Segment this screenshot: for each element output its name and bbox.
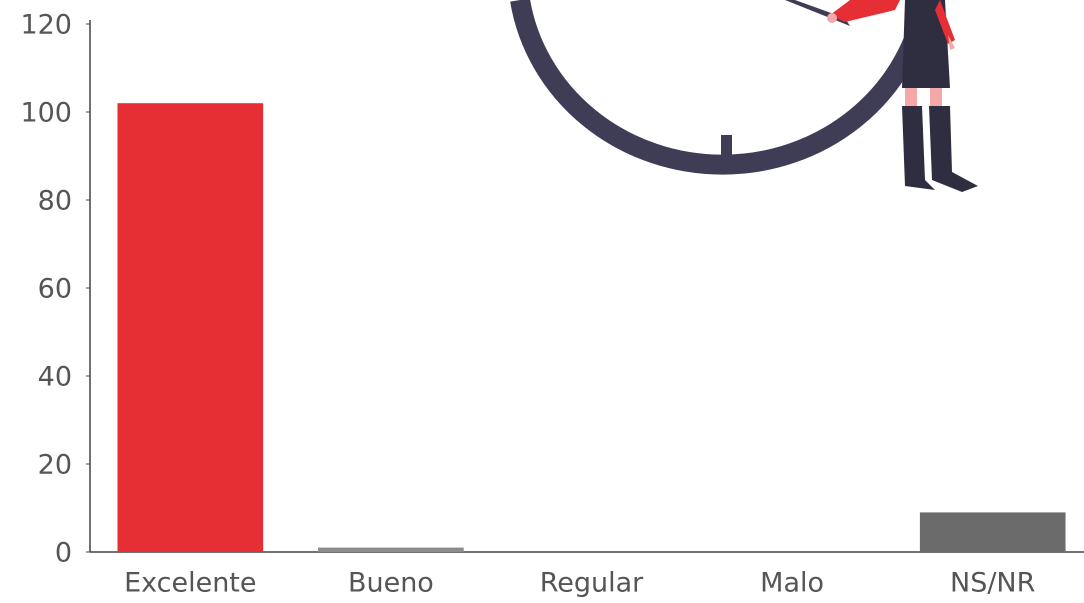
illustration <box>510 0 978 192</box>
x-tick-label: Malo <box>760 568 824 599</box>
x-tick-label: Bueno <box>348 568 434 599</box>
bar <box>117 103 264 552</box>
y-tick-label: 0 <box>55 538 72 569</box>
bar <box>919 512 1066 552</box>
y-tick-label: 80 <box>38 186 72 217</box>
x-tick-label: NS/NR <box>950 568 1035 599</box>
y-tick-label: 120 <box>20 10 72 41</box>
bar <box>318 547 464 552</box>
x-tick-label: Regular <box>540 568 644 599</box>
y-tick-label: 40 <box>38 362 72 393</box>
y-tick-label: 100 <box>20 98 72 129</box>
x-tick-label: Excelente <box>124 568 256 599</box>
y-tick-label: 60 <box>38 274 72 305</box>
y-tick-label: 20 <box>38 450 72 481</box>
